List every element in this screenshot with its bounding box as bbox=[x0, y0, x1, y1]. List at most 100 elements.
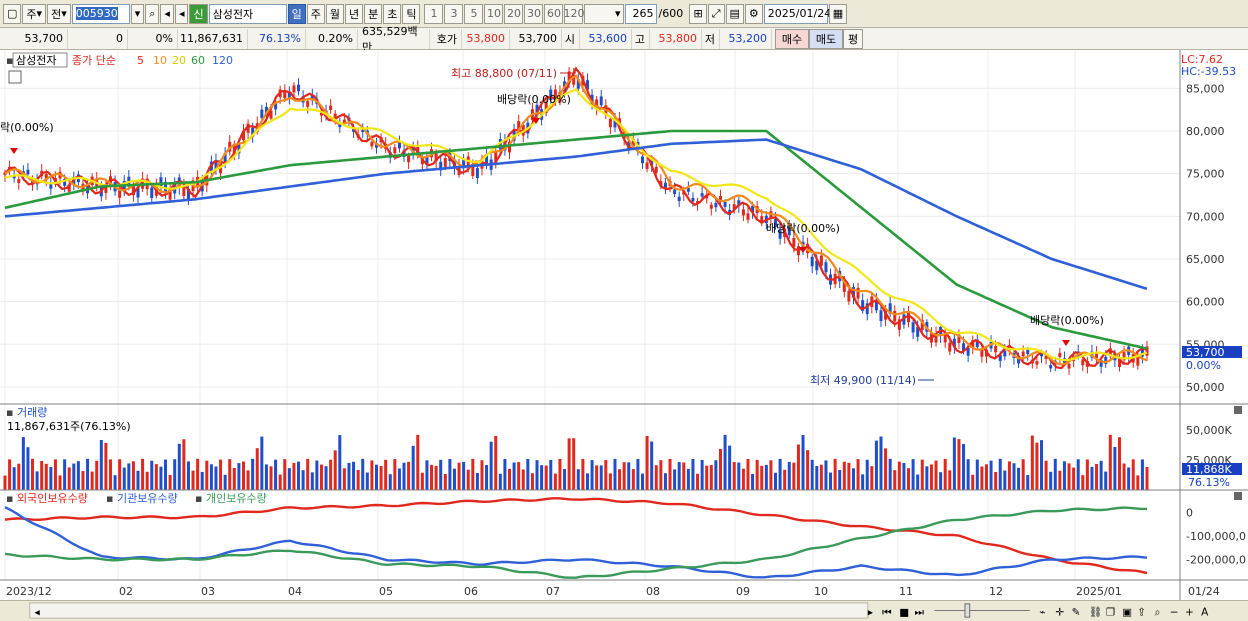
volume-bar bbox=[595, 465, 599, 490]
volume-bar bbox=[278, 474, 282, 490]
copy-icon[interactable]: ❐ bbox=[1106, 606, 1115, 618]
candle-body bbox=[911, 322, 915, 333]
price-tick-label: 85,000 bbox=[1186, 82, 1225, 95]
save-image-icon[interactable]: ▣ bbox=[1122, 606, 1132, 618]
volume-bar bbox=[503, 458, 507, 490]
volume-bar bbox=[118, 459, 122, 490]
scroll-right-icon[interactable]: ▸ bbox=[868, 606, 874, 618]
search-icon[interactable]: ⌕ bbox=[145, 3, 160, 24]
period-tab-5[interactable]: 초 bbox=[383, 3, 402, 24]
calendar-icon[interactable]: ▦ bbox=[828, 3, 848, 24]
next-page-icon[interactable]: ⏭ bbox=[914, 606, 923, 618]
interval-tab-7[interactable]: 120 bbox=[563, 3, 584, 24]
window-icon[interactable]: ▢ bbox=[3, 3, 22, 24]
line-tool-icon[interactable]: ⤢ bbox=[707, 3, 725, 24]
volume-bar bbox=[17, 463, 21, 490]
volume-bar bbox=[608, 473, 612, 490]
market-select[interactable]: 주 ▾ bbox=[22, 3, 47, 24]
scroll-left-icon[interactable]: ◂ bbox=[34, 606, 40, 618]
volume-bar bbox=[865, 459, 869, 490]
code-dropdown-icon[interactable]: ▾ bbox=[130, 3, 145, 24]
holdings-lines bbox=[4, 497, 1148, 579]
magnifier-icon[interactable]: ⌕ bbox=[1154, 606, 1160, 618]
interval-tab-3[interactable]: 10 bbox=[484, 3, 504, 24]
zoom-slider-handle[interactable] bbox=[964, 603, 971, 618]
zoom-out-icon[interactable]: − bbox=[1170, 606, 1179, 618]
panel-close-icon[interactable] bbox=[1234, 406, 1242, 414]
candle-body bbox=[902, 314, 906, 325]
save-icon[interactable]: ▤ bbox=[725, 3, 744, 24]
trade-amount: 635,529백만 bbox=[358, 25, 430, 54]
volume-bar bbox=[673, 469, 677, 490]
interval-tab-6[interactable]: 60 bbox=[544, 3, 564, 24]
stock-legend-box[interactable] bbox=[12, 52, 68, 68]
count-input[interactable]: 265 bbox=[625, 3, 658, 24]
interval-tab-1[interactable]: 3 bbox=[444, 3, 464, 24]
volume-bar bbox=[911, 459, 915, 490]
volume-bar bbox=[783, 469, 787, 490]
interval-dropdown[interactable]: ▾ bbox=[584, 3, 625, 24]
chart-tool-icon[interactable]: ⌁ bbox=[1039, 606, 1045, 618]
x-tick-label: 11 bbox=[899, 585, 913, 598]
candle-body bbox=[856, 287, 860, 299]
stock-code-input[interactable]: 005930 bbox=[71, 3, 130, 24]
previous-stock-icon[interactable]: ◂ bbox=[174, 3, 189, 24]
font-size-icon[interactable]: A bbox=[1201, 606, 1209, 618]
chart-type-icon[interactable]: ⊞ bbox=[689, 3, 707, 24]
dividend-marker bbox=[799, 247, 807, 253]
period-tab-2[interactable]: 월 bbox=[325, 3, 344, 24]
stock-chart[interactable]: 85,00080,00075,00070,00065,00060,00055,0… bbox=[0, 50, 1248, 601]
new-badge[interactable]: 신 bbox=[189, 3, 208, 24]
candle-body bbox=[297, 84, 301, 92]
volume-bar bbox=[370, 460, 374, 490]
period-tab-3[interactable]: 년 bbox=[344, 3, 364, 24]
volume-bar bbox=[861, 474, 865, 490]
volume-bar bbox=[847, 462, 851, 490]
crosshair-icon[interactable]: ✛ bbox=[1055, 606, 1064, 618]
period-tab-0[interactable]: 일 bbox=[287, 3, 306, 24]
first-page-icon[interactable]: ⏮ bbox=[882, 606, 891, 618]
volume-bar bbox=[641, 473, 645, 490]
candle-body bbox=[994, 346, 998, 353]
period-tab-6[interactable]: 틱 bbox=[402, 3, 421, 24]
scrollbar-track[interactable] bbox=[29, 602, 869, 619]
range-select[interactable]: 전 ▾ bbox=[47, 3, 71, 24]
stop-icon[interactable]: ■ bbox=[899, 606, 909, 618]
interval-tab-5[interactable]: 30 bbox=[524, 3, 544, 24]
volume-bar bbox=[283, 459, 287, 490]
volume-bar bbox=[430, 464, 434, 490]
draw-icon[interactable]: ✎ bbox=[1072, 606, 1081, 618]
candle-body bbox=[774, 218, 778, 227]
ma120-legend: 120 bbox=[212, 54, 233, 67]
candle-body bbox=[182, 185, 186, 196]
table-icon[interactable] bbox=[8, 70, 22, 84]
candle-body bbox=[778, 230, 782, 239]
stock-name-field[interactable]: 삼성전자 bbox=[208, 3, 287, 24]
turnover-pct: 0.20% bbox=[306, 28, 358, 49]
export-icon[interactable]: ⇪ bbox=[1137, 606, 1146, 618]
volume-bar bbox=[769, 460, 773, 490]
volume-bar bbox=[127, 463, 131, 490]
volume-bar bbox=[856, 459, 860, 490]
interval-tab-2[interactable]: 5 bbox=[464, 3, 484, 24]
period-tab-1[interactable]: 주 bbox=[306, 3, 325, 24]
speaker-icon[interactable]: ◂ bbox=[160, 3, 174, 24]
interval-tab-4[interactable]: 20 bbox=[504, 3, 524, 24]
date-input[interactable]: 2025/01/24 bbox=[763, 3, 831, 24]
interval-tab-0[interactable]: 1 bbox=[424, 3, 444, 24]
candle-body bbox=[627, 141, 631, 149]
volume-bar bbox=[700, 459, 704, 490]
volume-bar bbox=[439, 459, 443, 490]
volume-bar bbox=[540, 465, 544, 490]
panel-close-icon[interactable] bbox=[1234, 492, 1242, 500]
eval-button[interactable]: 평 bbox=[843, 28, 863, 49]
period-tab-4[interactable]: 분 bbox=[364, 3, 383, 24]
candle-body bbox=[865, 303, 869, 314]
link-icon[interactable]: ⛓ bbox=[1089, 606, 1102, 618]
volume-bar bbox=[274, 459, 278, 490]
buy-button[interactable]: 매수 bbox=[775, 28, 809, 49]
sell-button[interactable]: 매도 bbox=[809, 28, 843, 49]
zoom-in-icon[interactable]: + bbox=[1185, 606, 1194, 618]
gear-icon[interactable]: ⚙ bbox=[744, 3, 763, 24]
volume-bar bbox=[884, 448, 888, 490]
